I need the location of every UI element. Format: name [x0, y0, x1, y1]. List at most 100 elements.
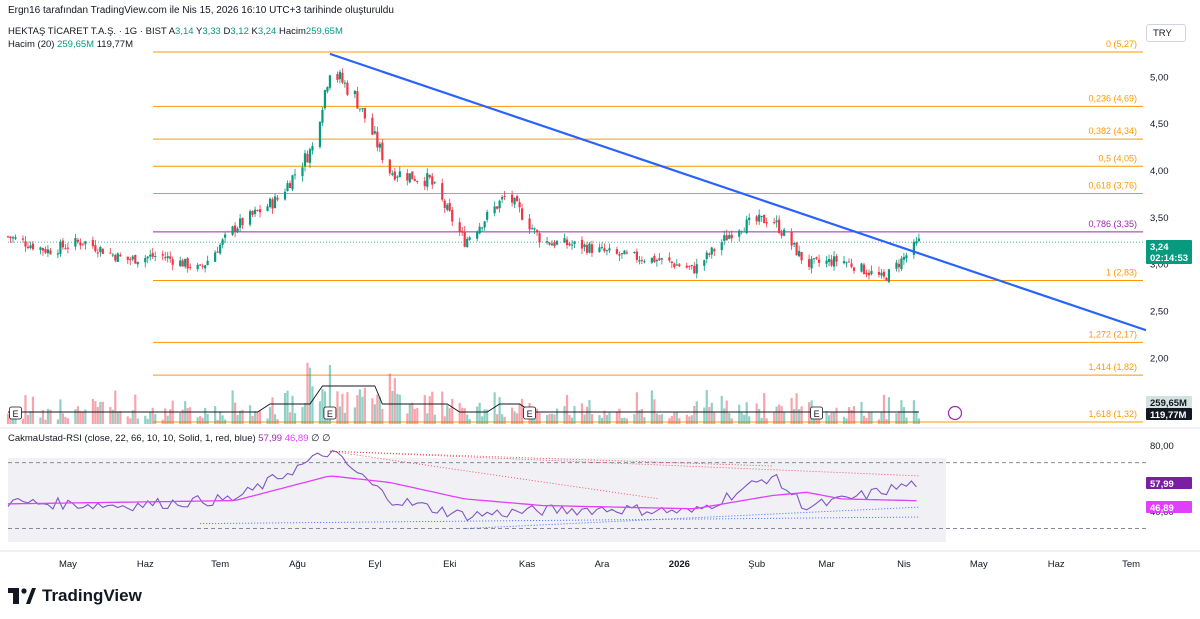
- volume-bar: [94, 401, 97, 424]
- volume-bar: [111, 409, 114, 424]
- candle-body: [765, 222, 768, 224]
- candle-body: [101, 248, 104, 254]
- symbol-name[interactable]: HEKTAŞ TİCARET T.A.Ş. · 1G · BIST: [8, 26, 167, 37]
- volume-bar: [800, 406, 803, 424]
- volume-bar: [129, 418, 132, 424]
- rsi-axis-tick: 80,00: [1150, 441, 1174, 452]
- candle-body: [81, 243, 84, 245]
- candle-body: [655, 259, 658, 262]
- rsi-ma-badge-text: 46,89: [1150, 503, 1174, 514]
- candle-body: [763, 214, 766, 224]
- rsi-legend[interactable]: CakmaUstad-RSI (close, 22, 66, 10, 10, S…: [8, 433, 330, 444]
- candle-body: [214, 252, 217, 262]
- candle-body: [513, 197, 516, 205]
- candle-body: [862, 264, 866, 275]
- candle-body: [393, 171, 396, 180]
- volume-bar: [493, 392, 496, 424]
- volume-legend[interactable]: Hacim (20) 259,65M 119,77M: [8, 39, 133, 50]
- close-label: K: [251, 26, 258, 37]
- rsi-badge-text: 57,99: [1150, 479, 1174, 490]
- alert-icon[interactable]: [947, 405, 963, 421]
- tradingview-logo[interactable]: TradingView: [8, 586, 142, 606]
- tradingview-brand: TradingView: [42, 586, 142, 605]
- volume-bar: [658, 414, 661, 424]
- volume-bar: [446, 405, 449, 424]
- candle-body: [76, 239, 79, 242]
- volume-bar: [817, 418, 821, 424]
- volume-bar: [623, 417, 626, 424]
- price-axis-tick: 2,00: [1150, 353, 1169, 364]
- volume-bar: [763, 393, 766, 424]
- candle-body: [136, 261, 139, 265]
- volume-bar: [231, 390, 234, 424]
- currency-selector[interactable]: TRY: [1146, 24, 1186, 42]
- earnings-marker[interactable]: [323, 406, 337, 420]
- candle-body: [650, 257, 653, 263]
- candle-body: [91, 239, 94, 247]
- volume-bar: [486, 409, 489, 424]
- candle-body: [483, 221, 486, 228]
- last-price-badge: [1146, 240, 1192, 264]
- candle-body: [411, 171, 414, 180]
- candle-body: [550, 243, 554, 246]
- candle-body: [880, 272, 883, 276]
- volume-bar: [388, 373, 391, 424]
- candle-body: [827, 259, 831, 262]
- candle-body: [817, 259, 821, 263]
- volume-bar: [253, 411, 257, 424]
- candle-body: [670, 261, 673, 264]
- volume-bar: [151, 407, 154, 424]
- time-axis-tick: Eyl: [368, 559, 381, 570]
- candle-body: [912, 241, 916, 255]
- candle-body: [129, 258, 132, 260]
- candle-body: [323, 90, 327, 109]
- volume-bar: [109, 406, 112, 424]
- candle-body: [877, 271, 881, 275]
- volume-bar: [288, 412, 292, 424]
- volume-bar: [565, 394, 569, 424]
- candle-body: [441, 183, 444, 200]
- rsi-legend-empty-1: ∅: [311, 433, 320, 444]
- volume-bar: [76, 406, 79, 424]
- candle-body: [845, 262, 848, 264]
- volume-bar: [353, 407, 356, 424]
- candle-body: [234, 225, 237, 232]
- candle-body: [590, 244, 594, 253]
- volume-bar: [318, 401, 322, 424]
- candle-body: [755, 216, 758, 222]
- volume-bar: [545, 415, 549, 424]
- volume-bar: [301, 407, 304, 424]
- candle-body: [553, 241, 556, 246]
- candle-body: [887, 269, 891, 283]
- candle-body: [623, 250, 626, 255]
- candle-body: [251, 210, 254, 215]
- candle-body: [336, 74, 339, 80]
- candle-body: [730, 234, 733, 239]
- volume-bar: [41, 409, 45, 424]
- volume-bar: [146, 419, 149, 424]
- candle-body: [29, 245, 32, 248]
- fib-label: 1,618 (1,32): [1088, 409, 1137, 419]
- candle-body: [710, 247, 713, 255]
- candle-body: [451, 210, 454, 222]
- volume-bar: [154, 414, 157, 424]
- volume-bar: [548, 413, 551, 424]
- volume-bar: [21, 418, 25, 424]
- trendline[interactable]: [329, 52, 1147, 332]
- time-axis-tick: May: [970, 559, 988, 570]
- volume-bar: [812, 417, 816, 424]
- candle-body: [703, 260, 706, 266]
- volume-bar: [224, 419, 227, 424]
- earnings-marker[interactable]: [9, 406, 22, 420]
- candle-body: [775, 220, 778, 223]
- earnings-marker[interactable]: [810, 406, 823, 420]
- candle-body: [161, 254, 164, 256]
- price-chart[interactable]: 0 (5,27) 0,236 (4,69) 0,382 (4,34) 0,5 (4,0…: [0, 0, 1200, 570]
- high-value: 3,33: [202, 26, 221, 37]
- earnings-marker[interactable]: [523, 406, 536, 420]
- candle-body: [902, 256, 906, 260]
- volume-bar: [538, 412, 541, 424]
- volume-bar: [116, 411, 119, 424]
- volume-bar: [615, 412, 619, 424]
